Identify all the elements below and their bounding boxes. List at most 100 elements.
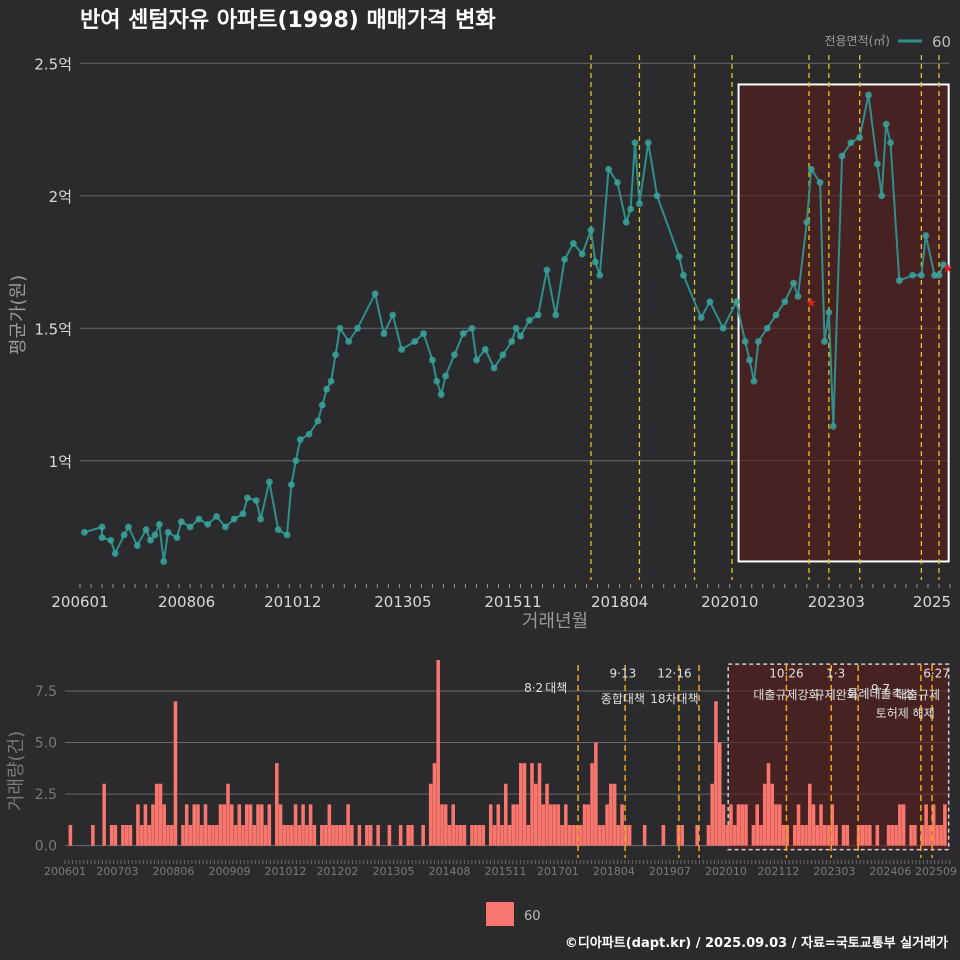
volume-bar xyxy=(605,804,609,846)
policy-annotation-text: 특례대출축소 xyxy=(847,687,913,701)
volume-bar xyxy=(173,701,178,846)
volume-bar xyxy=(537,763,542,846)
volume-bar xyxy=(939,825,943,846)
price-point xyxy=(398,346,405,353)
volume-ytick-label: 7.5 xyxy=(35,684,57,700)
price-point xyxy=(887,139,894,147)
volume-bar xyxy=(293,804,298,846)
volume-bar xyxy=(109,825,114,846)
policy-annotation-date: 1·3 xyxy=(826,666,845,680)
price-ytick-label: 2억 xyxy=(49,188,72,206)
volume-bar xyxy=(774,804,778,846)
volume-bar xyxy=(567,825,572,846)
volume-xtick-label: 201408 xyxy=(428,865,470,878)
price-point xyxy=(935,271,943,279)
volume-bar xyxy=(511,804,516,846)
legend-bar-swatch xyxy=(486,902,514,926)
price-point xyxy=(98,534,106,541)
price-star-marker: ★ xyxy=(942,261,954,276)
price-point xyxy=(882,120,890,128)
price-point xyxy=(622,218,630,226)
price-xaxis-label: 거래년월 xyxy=(522,611,588,632)
volume-bar xyxy=(552,804,557,846)
price-point xyxy=(429,356,436,364)
volume-bar xyxy=(312,825,317,846)
volume-bar xyxy=(91,825,95,846)
price-point xyxy=(838,152,846,160)
volume-bar xyxy=(473,825,478,846)
volume-bar xyxy=(841,825,846,846)
price-point xyxy=(865,91,872,99)
volume-ytick-label: 2.5 xyxy=(35,787,57,803)
volume-bar xyxy=(263,825,268,846)
price-point xyxy=(781,298,789,306)
volume-bar xyxy=(368,825,373,846)
price-point xyxy=(578,250,586,258)
volume-bar xyxy=(136,804,140,846)
price-point xyxy=(552,311,560,319)
volume-bar xyxy=(579,825,583,846)
volume-bar xyxy=(350,825,354,846)
volume-bar xyxy=(496,804,501,846)
price-point xyxy=(111,550,119,557)
volume-yaxis-label: 거래량(건) xyxy=(6,731,27,811)
price-point xyxy=(257,515,265,523)
volume-bar xyxy=(564,804,568,846)
volume-bar xyxy=(305,825,309,846)
price-ytick-label: 1.5억 xyxy=(34,320,72,338)
volume-bar xyxy=(184,804,189,846)
price-point xyxy=(517,332,524,340)
price-point xyxy=(543,266,551,274)
price-point xyxy=(305,430,313,438)
volume-bar xyxy=(214,825,219,846)
price-point xyxy=(120,531,128,539)
price-point xyxy=(847,139,855,147)
price-point xyxy=(741,338,749,345)
policy-annotation-date: 12·16 xyxy=(657,666,691,680)
volume-bar xyxy=(124,825,129,846)
volume-bar xyxy=(744,804,748,846)
volume-bar xyxy=(365,825,369,846)
volume-bar xyxy=(766,763,771,846)
price-point xyxy=(160,558,168,565)
volume-bar xyxy=(143,804,148,846)
volume-bar xyxy=(627,825,632,846)
policy-annotation-date: 9·13 xyxy=(610,666,637,680)
volume-ytick-label: 0.0 xyxy=(35,839,57,855)
volume-bar xyxy=(717,742,722,846)
volume-bar xyxy=(807,783,812,846)
volume-bar xyxy=(470,825,474,846)
volume-xtick-label: 201804 xyxy=(593,865,635,878)
volume-bar xyxy=(308,804,313,846)
price-point xyxy=(909,271,916,279)
volume-bar xyxy=(781,825,786,846)
volume-bar xyxy=(410,825,414,846)
price-point xyxy=(636,200,643,208)
volume-bar xyxy=(233,825,238,846)
price-xtick-label: 201012 xyxy=(264,593,321,611)
volume-bar xyxy=(229,804,234,846)
volume-bar xyxy=(800,825,805,846)
volume-bar xyxy=(721,804,726,846)
policy-annotation-text: 규제완화 xyxy=(814,688,858,702)
volume-bar xyxy=(556,804,561,846)
volume-bar xyxy=(297,825,302,846)
volume-bar xyxy=(732,825,737,846)
volume-bar xyxy=(398,825,403,846)
volume-bar xyxy=(620,804,624,846)
price-point xyxy=(420,330,427,337)
volume-bar xyxy=(151,804,155,846)
volume-bar xyxy=(436,660,440,846)
volume-bar xyxy=(706,825,711,846)
volume-xtick-label: 201511 xyxy=(484,865,526,878)
volume-bar xyxy=(931,804,936,846)
price-point xyxy=(314,417,322,425)
price-point xyxy=(243,494,251,502)
price-point xyxy=(451,351,458,359)
volume-xtick-label: 201202 xyxy=(316,865,358,878)
volume-bar xyxy=(860,825,865,846)
volume-bar xyxy=(759,825,763,846)
volume-bar xyxy=(128,825,133,846)
price-point xyxy=(252,497,260,504)
volume-bar xyxy=(582,804,587,846)
